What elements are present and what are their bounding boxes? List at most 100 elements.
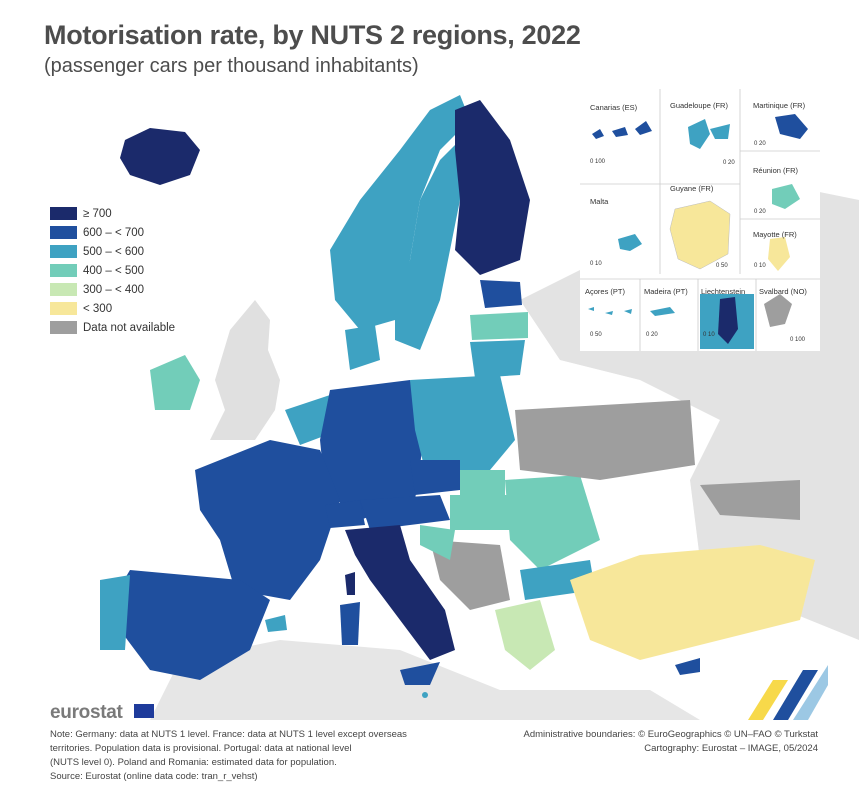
scale-liechtenstein: 0 10 [703,332,715,338]
region-denmark [345,325,380,370]
region-russia-na [700,480,800,520]
map-subtitle: (passenger cars per thousand inhabitants… [44,55,419,77]
region-estonia [480,280,522,308]
inset-canarias-shape [592,121,652,139]
legend-label: 300 – < 400 [83,283,145,296]
region-switzerland [325,500,365,528]
inset-guadeloupe-shape [688,119,730,149]
region-cyprus [675,658,700,675]
legend-swatch [50,207,77,220]
inset-malta-shape [618,234,642,251]
inset-label-svalbard: Svalbard (NO) [759,287,807,296]
region-greece [495,600,555,670]
legend-item: 500 – < 600 [50,242,175,261]
scale-guyane: 0 50 [716,263,728,269]
region-corsica [345,572,355,595]
region-ireland [150,355,200,410]
legend-label: Data not available [83,321,176,334]
inset-label-guadeloupe: Guadeloupe (FR) [670,101,728,110]
region-iceland [120,128,200,185]
legend-label: 600 – < 700 [83,226,145,239]
inset-label-madeira: Madeira (PT) [644,287,688,296]
inset-liechtenstein-shape [718,297,738,344]
region-portugal [100,575,130,650]
map-title: Motorisation rate, by NUTS 2 regions, 20… [44,20,581,50]
map-note: Note: Germany: data at NUTS 1 level. Fra… [50,728,450,784]
scale-madeira: 0 20 [646,332,658,338]
note-line: Note: Germany: data at NUTS 1 level. Fra… [50,729,407,740]
scale-malta: 0 10 [590,261,602,267]
inset-guyane-shape [669,200,731,270]
scale-canarias: 0 100 [590,159,606,165]
inset-label-liechtenstein: Liechtenstein [701,287,746,296]
region-spain [115,570,270,680]
insets-panel: Canarias (ES) Guadeloupe (FR) Martinique… [580,89,820,351]
legend-swatch [50,264,77,277]
legend-item: 400 – < 500 [50,261,175,280]
inset-label-malta: Malta [590,197,609,206]
region-ukraine-na [515,400,695,480]
region-italy [345,525,455,660]
inset-madeira-shape [650,307,675,316]
region-latvia [470,312,528,340]
region-turkey [570,545,815,660]
region-sardinia [340,602,360,645]
insets-grid [580,89,820,351]
region-germany [320,380,425,520]
region-czechia [410,460,460,495]
legend-swatch [50,321,77,334]
region-balearics [265,615,287,632]
note-line: Source: Eurostat (online data code: tran… [50,771,258,782]
legend-label: ≥ 700 [83,207,112,220]
legend-item: < 300 [50,299,175,318]
scale-acores: 0 50 [590,332,602,338]
legend-item: 300 – < 400 [50,280,175,299]
inset-label-mayotte: Mayotte (FR) [753,230,797,239]
region-poland [410,375,515,470]
note-line: (NUTS level 0). Poland and Romania: esti… [50,757,337,768]
note-line: territories. Population data is provisio… [50,743,352,754]
region-sicily [400,662,440,685]
inset-label-guyane: Guyane (FR) [670,184,714,193]
inset-label-reunion: Réunion (FR) [753,166,799,175]
scale-martinique: 0 20 [754,141,766,147]
region-croatia [420,525,455,560]
region-norway [330,95,470,330]
land-uk [210,300,280,440]
inset-label-acores: Açores (PT) [585,287,626,296]
legend: ≥ 700 600 – < 700 500 – < 600 400 – < 50… [50,204,175,337]
legend-swatch [50,283,77,296]
legend-label: 400 – < 500 [83,264,145,277]
eurostat-logo: eurostat [50,702,123,723]
region-france [195,440,340,600]
legend-item: Data not available [50,318,175,337]
scale-guadeloupe: 0 20 [723,160,735,166]
region-slovakia [460,470,505,495]
legend-item: 600 – < 700 [50,223,175,242]
region-hungary [450,495,520,530]
region-lithuania [470,340,525,378]
scale-reunion: 0 20 [754,209,766,215]
region-sweden [395,140,460,350]
legend-label: < 300 [83,302,113,315]
inset-label-martinique: Martinique (FR) [753,101,806,110]
region-finland [455,100,530,275]
inset-reunion-shape [772,184,800,209]
eu-flag-icon [134,704,154,718]
inset-martinique-shape [775,114,808,139]
legend-label: 500 – < 600 [83,245,145,258]
scale-svalbard: 0 100 [790,337,806,343]
inset-acores-shape [588,307,632,315]
inset-label-canarias: Canarias (ES) [590,103,638,112]
legend-swatch [50,302,77,315]
region-austria [360,495,450,530]
credits-line: Cartography: Eurostat – IMAGE, 05/2024 [644,743,818,754]
credits-line: Administrative boundaries: © EuroGeograp… [523,729,818,740]
region-malta [422,692,428,698]
inset-mayotte-shape [768,237,790,271]
legend-swatch [50,226,77,239]
corner-graphic-icon [748,665,828,720]
legend-swatch [50,245,77,258]
region-romania [505,475,600,570]
map-credits: Administrative boundaries: © EuroGeograp… [523,728,818,756]
